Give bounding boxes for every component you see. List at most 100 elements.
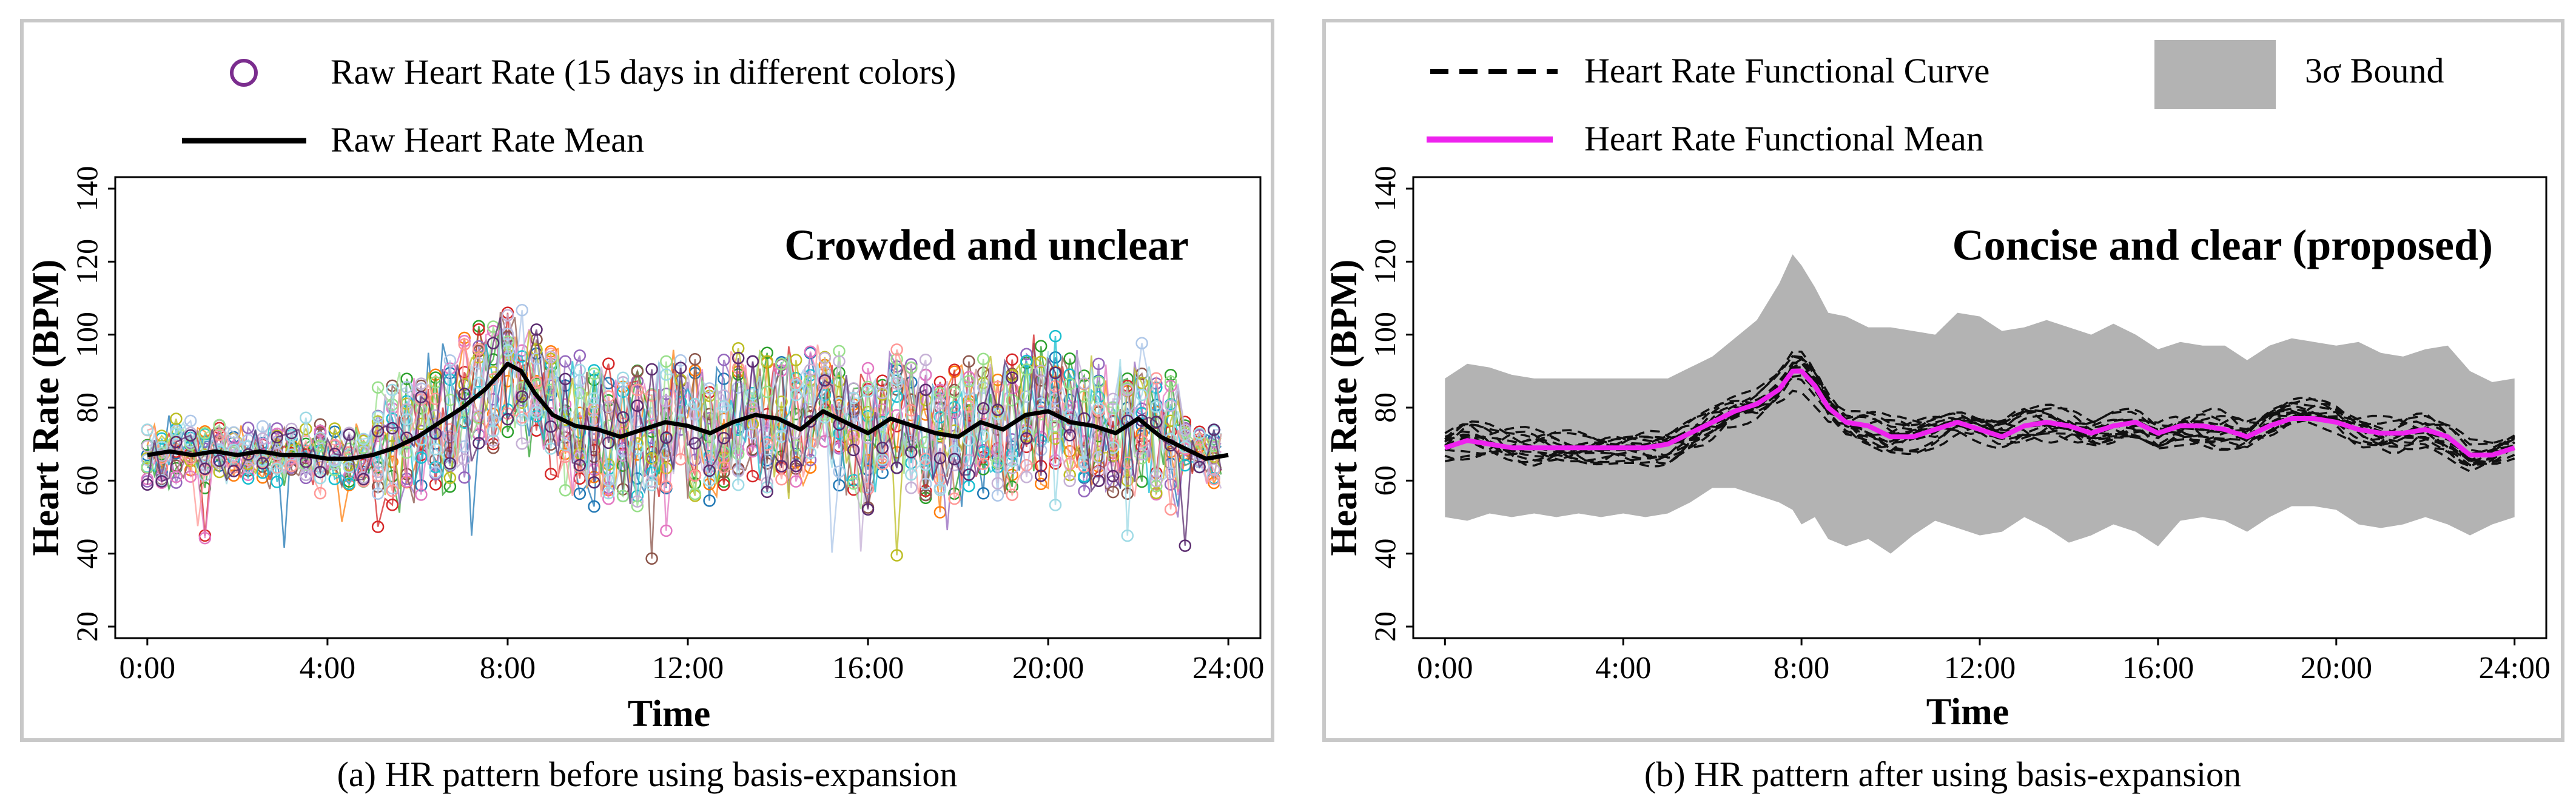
raw-point [1006,488,1018,502]
raw-point [141,423,154,436]
raw-point [660,368,673,381]
marks-a [141,304,1229,565]
raw-point [703,494,716,507]
raw-point [688,437,702,450]
raw-point [977,457,990,471]
marks-b [1444,254,2515,554]
raw-point [429,460,442,474]
raw-point [573,363,587,377]
raw-point [300,435,312,448]
x-tick-label-b: 16:00 [2122,651,2194,685]
raw-point [573,386,587,400]
raw-point [890,343,903,356]
raw-point [674,362,687,374]
raw-point [933,483,947,496]
raw-point [1193,427,1206,440]
raw-point [458,388,471,400]
y-tick-label-a: 20 [70,611,104,642]
raw-point [718,432,730,445]
x-tick-label-a: 20:00 [1012,651,1084,685]
raw-point [1150,486,1163,499]
raw-point [328,454,341,468]
axes-b: 20 40 60 80 100 120 140 0:00 4:00 8:00 12:00 16:00 2… [1368,166,2551,686]
functional-curve [1444,374,2515,468]
raw-point [227,461,240,474]
raw-point [573,459,587,472]
raw-point [631,442,644,456]
raw-point [631,495,644,508]
raw-point [429,466,442,479]
raw-point [977,429,990,443]
raw-point [400,372,413,385]
raw-point [386,484,399,497]
raw-point [1034,477,1048,491]
raw-point [328,439,341,451]
raw-point [977,402,990,415]
raw-point [486,320,500,333]
raw-point [458,471,471,484]
raw-point [1049,351,1062,364]
raw-point [602,357,615,370]
raw-point [789,376,802,389]
raw-point [660,355,673,368]
raw-point [198,462,212,475]
raw-point [170,436,183,449]
raw-point [486,434,500,447]
raw-point [804,345,817,358]
plot-area-a [114,176,1262,639]
raw-point [559,355,572,368]
raw-point [314,486,327,500]
raw-point [415,488,428,501]
raw-point [833,355,846,368]
raw-point [948,363,961,376]
raw-point [1063,429,1076,442]
raw-point [718,475,730,488]
raw-point [170,412,183,425]
raw-point [602,436,615,449]
raw-point [400,475,413,488]
axes-a: 20 40 60 80 100 120 140 0:00 4:00 8:00 12:00 16:00 2… [70,166,1264,686]
ylabel-b: Heart Rate (BPM) [1323,260,1365,556]
raw-point [1006,454,1018,468]
raw-point [429,443,442,456]
functional-curve [1445,376,2515,462]
raw-point [718,400,730,413]
raw-point [1106,441,1120,454]
raw-point [1121,487,1134,500]
raw-point [213,454,226,467]
raw-point [458,453,471,466]
raw-point [1078,456,1091,469]
raw-point [1106,392,1120,405]
raw-point [833,427,846,440]
raw-point [703,474,716,487]
raw-point [616,371,630,384]
raw-point [631,383,644,397]
annotation-b: Concise and clear (proposed) [1952,221,2493,269]
legend-label-bound: 3σ Bound [2305,51,2444,90]
raw-point [775,395,788,408]
y-tick-label-b: 80 [1368,392,1402,423]
raw-point [386,499,399,511]
raw-point [718,461,730,474]
raw-point [1020,354,1033,368]
raw-point [241,422,255,434]
raw-point [933,387,947,400]
raw-point [472,376,485,389]
raw-point [1135,434,1148,448]
raw-point [184,414,197,428]
raw-mean-line [147,362,1229,461]
raw-point [472,343,485,356]
raw-point [731,342,745,355]
raw-point [371,487,385,500]
x-tick-label-b: 4:00 [1595,651,1651,685]
raw-point [458,378,471,391]
y-tick-label-a: 40 [70,539,104,569]
raw-point [818,352,832,365]
raw-point [963,468,975,481]
raw-point [1020,348,1033,361]
raw-point [486,325,500,338]
y-tick-label-a: 60 [70,465,104,496]
caption-a: (a) HR pattern before using basis-expans… [337,755,958,794]
raw-point [501,412,514,426]
raw-point [400,413,413,426]
